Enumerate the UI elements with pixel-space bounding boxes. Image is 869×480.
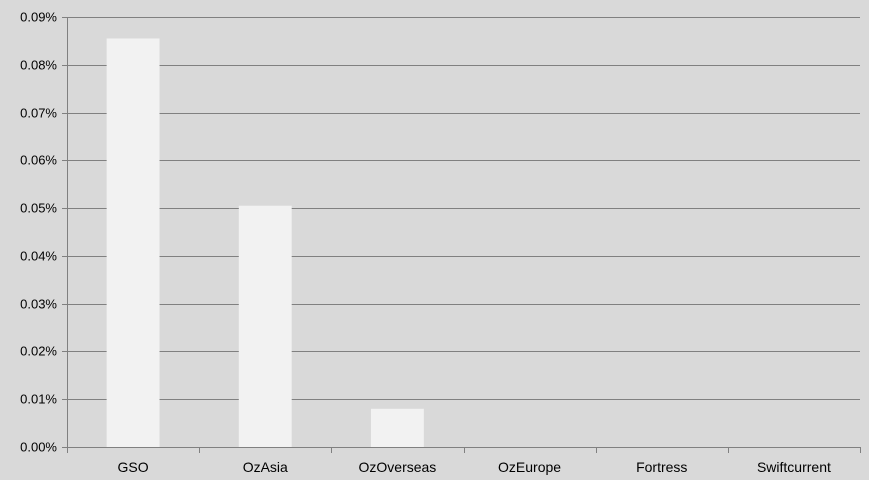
y-tick-label: 0.02% <box>20 344 57 359</box>
x-category-label: OzAsia <box>243 459 288 475</box>
y-tick-label: 0.01% <box>20 392 57 407</box>
labels: 0.00% 0.01% 0.02% 0.03% 0.04% 0.05% 0.06% 0.07%… <box>20 10 831 476</box>
x-category-label: OzEurope <box>498 459 561 475</box>
y-tick-label: 0.07% <box>20 106 57 121</box>
y-tick-label: 0.06% <box>20 153 57 168</box>
gridlines <box>67 17 860 400</box>
axes <box>62 17 861 453</box>
y-tick-label: 0.05% <box>20 201 57 216</box>
x-category-label: OzOverseas <box>359 459 437 475</box>
x-category-label: GSO <box>118 459 149 475</box>
x-category-label: Fortress <box>636 459 687 475</box>
y-tick-label: 0.09% <box>20 10 57 25</box>
bars <box>106 38 424 447</box>
y-tick-label: 0.03% <box>20 297 57 312</box>
y-tick-label: 0.00% <box>20 440 57 455</box>
bar-ozasia <box>238 205 292 447</box>
bar-ozoverseas <box>370 408 424 447</box>
y-tick-label: 0.04% <box>20 249 57 264</box>
x-category-label: Swiftcurrent <box>757 459 831 475</box>
bar-gso <box>106 38 160 447</box>
y-tick-label: 0.08% <box>20 58 57 73</box>
